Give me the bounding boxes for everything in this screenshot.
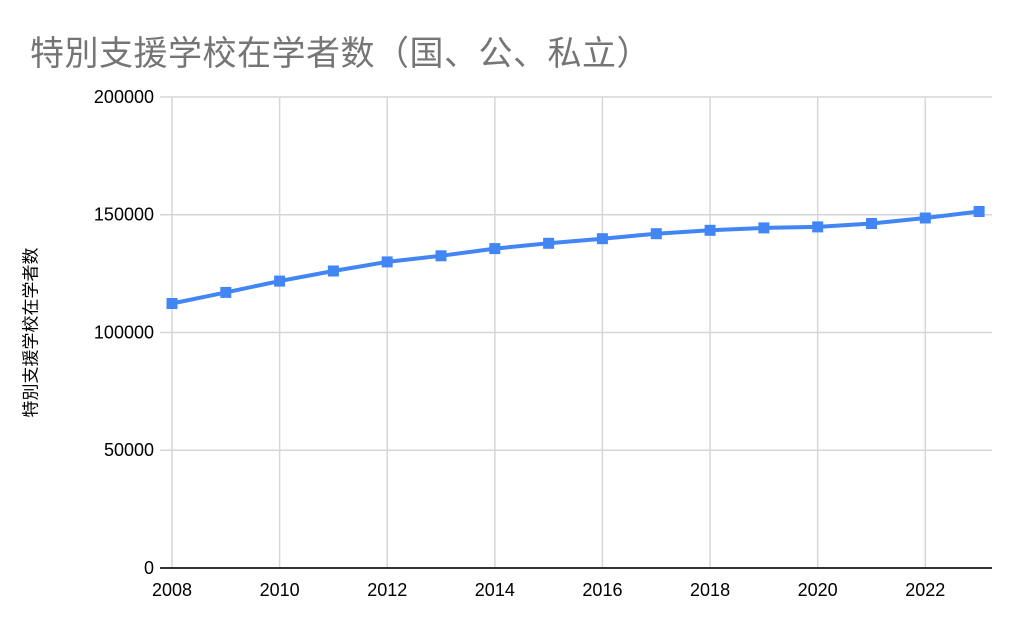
data-point-marker — [220, 286, 232, 298]
y-axis-title: 特別支援学校在学者数 — [21, 248, 40, 418]
data-point-marker — [381, 256, 393, 268]
y-tick-label: 0 — [144, 558, 154, 578]
data-point-marker — [274, 275, 286, 287]
x-tick-label: 2008 — [152, 580, 192, 600]
x-tick-label: 2012 — [367, 580, 407, 600]
y-tick-label: 150000 — [94, 205, 154, 225]
series-line — [170, 209, 982, 306]
data-point-marker — [435, 250, 447, 262]
chart-title: 特別支援学校在学者数（国、公、私立） — [30, 35, 651, 73]
data-point-marker — [543, 237, 555, 249]
x-tick-label: 2014 — [475, 580, 515, 600]
data-point-marker — [650, 228, 662, 240]
data-point-marker — [919, 212, 931, 224]
y-tick-label: 50000 — [104, 440, 154, 460]
x-tick-label: 2020 — [798, 580, 838, 600]
x-tick-label: 2018 — [690, 580, 730, 600]
data-point-marker — [596, 233, 608, 245]
data-point-marker — [489, 243, 501, 255]
data-point-marker — [704, 224, 716, 236]
data-point-marker — [973, 206, 985, 217]
y-tick-label: 100000 — [94, 322, 154, 342]
x-tick-label: 2010 — [260, 580, 300, 600]
data-point-marker — [866, 218, 877, 229]
x-tick-label: 2016 — [582, 580, 622, 600]
y-tick-label: 200000 — [94, 87, 154, 107]
data-point-marker — [812, 221, 824, 233]
data-point-marker — [327, 265, 339, 277]
data-point-marker — [166, 298, 178, 309]
x-tick-label: 2022 — [905, 580, 945, 600]
data-point-marker — [758, 222, 770, 234]
